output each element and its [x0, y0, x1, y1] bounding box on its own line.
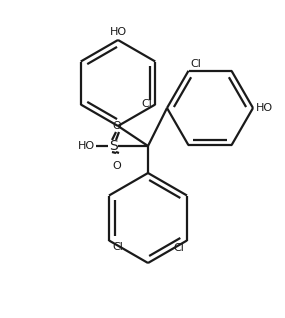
Text: HO: HO	[109, 27, 127, 37]
Text: Cl: Cl	[141, 99, 152, 108]
Text: O: O	[113, 121, 121, 131]
Text: Cl: Cl	[112, 243, 123, 252]
Text: Cl: Cl	[173, 243, 184, 252]
Text: Cl: Cl	[190, 59, 201, 69]
Text: S: S	[109, 139, 117, 153]
Text: HO: HO	[256, 103, 273, 113]
Text: O: O	[113, 161, 121, 171]
Text: HO: HO	[78, 141, 95, 151]
